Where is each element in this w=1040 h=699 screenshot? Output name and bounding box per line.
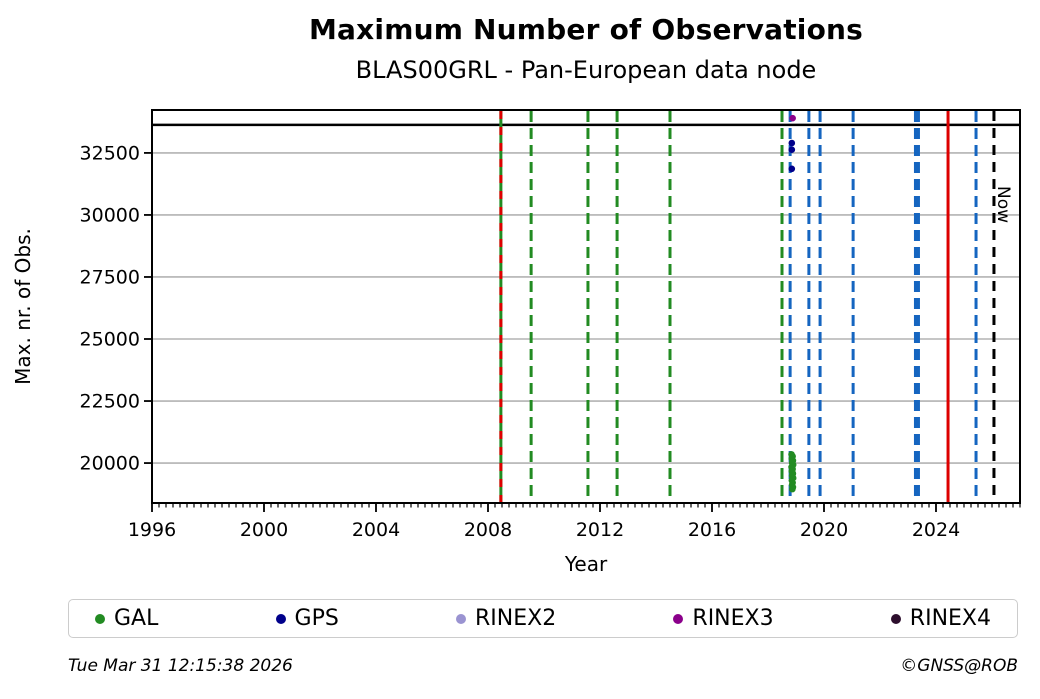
legend-item-gps: GPS [275, 605, 339, 631]
legend-label: RINEX4 [909, 605, 991, 631]
y-tick-label: 32500 [80, 142, 140, 164]
now-label: Now [993, 186, 1013, 223]
data-point-gps [788, 146, 796, 153]
legend-item-rinex3: RINEX3 [673, 605, 774, 631]
x-tick-label: 2016 [688, 519, 736, 541]
data-point-gps [788, 165, 796, 173]
x-tick-label: 2020 [800, 519, 848, 541]
x-tick-label: 2000 [240, 519, 288, 541]
chart-title: Maximum Number of Observations [308, 13, 864, 46]
y-tick-label: 20000 [80, 453, 140, 475]
legend-marker-icon [890, 613, 901, 624]
legend-box: GAL GPS RINEX2 RINEX3 RINEX4 [68, 599, 1018, 638]
data-point-rinex3 [789, 114, 796, 122]
chart-subtitle: BLAS00GRL - Pan-European data node [355, 56, 817, 84]
x-tick-label: 2004 [352, 519, 400, 541]
y-tick-label: 30000 [80, 204, 140, 226]
y-axis-label: Max. nr. of Obs. [11, 228, 35, 385]
x-tick-label: 2008 [464, 519, 512, 541]
legend-marker-icon [456, 613, 467, 624]
plot-timestamp: Tue Mar 31 12:15:38 2026 [68, 656, 293, 676]
legend-label: GPS [294, 605, 339, 631]
y-tick-label: 27500 [80, 266, 140, 288]
credit-text: ©GNSS@ROB [900, 656, 1018, 676]
legend-item-gal: GAL [95, 605, 159, 631]
x-axis-label: Year [564, 552, 608, 576]
legend-label: GAL [114, 605, 159, 631]
legend-marker-icon [275, 613, 286, 624]
y-tick-label: 25000 [80, 329, 140, 351]
legend-item-rinex4: RINEX4 [890, 605, 991, 631]
legend-label: RINEX3 [692, 605, 774, 631]
legend-label: RINEX2 [475, 605, 557, 631]
x-tick-label: 2024 [912, 519, 960, 541]
legend-item-rinex2: RINEX2 [456, 605, 557, 631]
x-tick-label: 2012 [576, 519, 624, 541]
plot-frame [151, 109, 1021, 504]
data-point-gal [789, 485, 796, 493]
data-point-gps [788, 139, 796, 147]
legend-marker-icon [673, 613, 684, 624]
legend-marker-icon [95, 613, 105, 624]
y-tick-label: 22500 [80, 391, 140, 413]
x-tick-label: 1996 [128, 519, 176, 541]
